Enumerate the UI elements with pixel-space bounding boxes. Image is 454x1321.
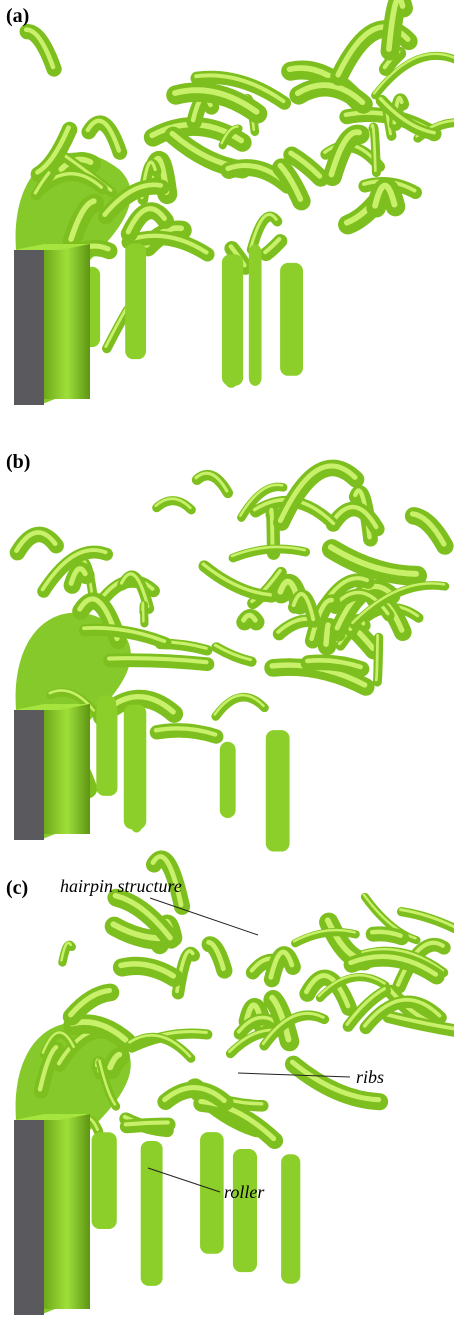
vertical-vortex	[220, 742, 236, 818]
vortex-highlight	[106, 308, 127, 346]
annotation: ribs	[356, 1067, 384, 1087]
cylinder-side	[44, 244, 90, 399]
cylinder-face	[14, 250, 44, 405]
vertical-vortex	[266, 730, 290, 851]
vertical-vortex	[141, 1141, 163, 1286]
cylinder-side	[44, 1114, 90, 1309]
figure: (a) (b) (c) hairpin structure ribs rolle…	[0, 0, 454, 1321]
annotation: hairpin structure	[60, 876, 182, 896]
vortex-highlight	[142, 603, 143, 622]
vertical-vortex	[222, 254, 243, 385]
page: (a) (b) (c) hairpin structure ribs rolle…	[0, 0, 454, 1321]
vortex-highlight	[126, 1122, 168, 1124]
vortex-highlight	[326, 625, 328, 644]
vertical-vortex	[281, 1154, 300, 1284]
cylinder-side	[44, 704, 90, 834]
panel-label: (c)	[6, 877, 28, 899]
vertical-vortex	[249, 244, 262, 385]
annotation: roller	[224, 1182, 265, 1202]
panel-label: (a)	[6, 5, 29, 27]
cylinders	[14, 244, 90, 1315]
vortex-highlight	[376, 635, 377, 680]
vertical-vortex	[200, 1132, 224, 1254]
vertical-vortex	[92, 1132, 117, 1229]
vertical-vortex	[124, 705, 147, 829]
vertical-vortex	[96, 703, 117, 796]
panel-label: (b)	[6, 451, 30, 473]
cylinder-face	[14, 1120, 44, 1315]
vortex-tube	[107, 310, 128, 348]
vertical-vortex	[125, 243, 146, 359]
vertical-vortex	[233, 1149, 257, 1272]
vertical-vortex	[280, 263, 303, 376]
cylinder-face	[14, 710, 44, 840]
